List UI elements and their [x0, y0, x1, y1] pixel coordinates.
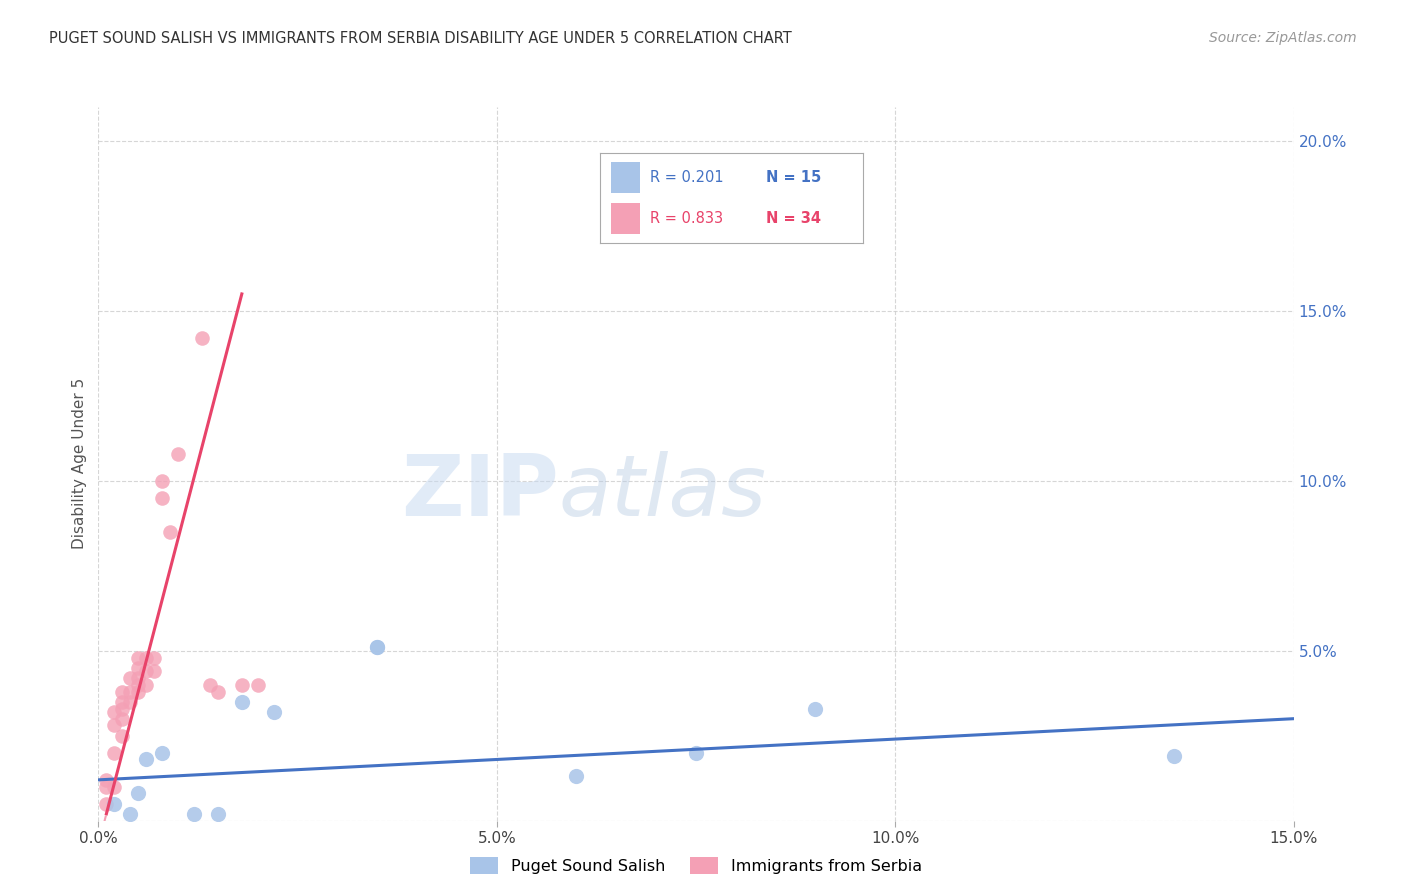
- Point: [207, 684, 229, 698]
- Text: R = 0.201: R = 0.201: [651, 170, 724, 185]
- Point: [120, 806, 142, 821]
- Point: [685, 746, 707, 760]
- Point: [565, 769, 588, 783]
- Point: [804, 701, 827, 715]
- Text: ZIP: ZIP: [401, 450, 558, 534]
- Point: [135, 678, 157, 692]
- Point: [127, 787, 149, 801]
- Point: [150, 474, 173, 488]
- Text: PUGET SOUND SALISH VS IMMIGRANTS FROM SERBIA DISABILITY AGE UNDER 5 CORRELATION : PUGET SOUND SALISH VS IMMIGRANTS FROM SE…: [49, 31, 792, 46]
- Text: Source: ZipAtlas.com: Source: ZipAtlas.com: [1209, 31, 1357, 45]
- Point: [96, 780, 118, 794]
- Text: atlas: atlas: [558, 450, 766, 534]
- Point: [1163, 749, 1185, 764]
- Point: [103, 705, 125, 719]
- Text: N = 15: N = 15: [766, 170, 821, 185]
- Point: [111, 712, 134, 726]
- Point: [159, 524, 181, 539]
- Point: [191, 331, 214, 345]
- Point: [207, 806, 229, 821]
- Point: [96, 797, 118, 811]
- Point: [135, 752, 157, 766]
- Point: [127, 678, 149, 692]
- Legend: Puget Sound Salish, Immigrants from Serbia: Puget Sound Salish, Immigrants from Serb…: [464, 850, 928, 880]
- Point: [246, 678, 269, 692]
- Point: [103, 797, 125, 811]
- Point: [231, 678, 253, 692]
- Bar: [610, 203, 640, 234]
- Point: [198, 678, 221, 692]
- Point: [120, 671, 142, 685]
- Point: [263, 705, 285, 719]
- Point: [103, 718, 125, 732]
- Point: [127, 684, 149, 698]
- Point: [103, 780, 125, 794]
- Point: [150, 746, 173, 760]
- Point: [183, 806, 205, 821]
- Point: [103, 746, 125, 760]
- Point: [111, 695, 134, 709]
- Point: [135, 664, 157, 678]
- Point: [143, 664, 166, 678]
- Point: [120, 695, 142, 709]
- Point: [366, 640, 388, 655]
- Bar: [610, 162, 640, 193]
- Point: [366, 640, 388, 655]
- Point: [143, 650, 166, 665]
- Point: [127, 671, 149, 685]
- Point: [231, 695, 253, 709]
- Point: [111, 729, 134, 743]
- Point: [96, 772, 118, 787]
- Point: [111, 684, 134, 698]
- Point: [167, 447, 190, 461]
- Text: N = 34: N = 34: [766, 211, 821, 226]
- Point: [127, 661, 149, 675]
- Point: [135, 650, 157, 665]
- Y-axis label: Disability Age Under 5: Disability Age Under 5: [72, 378, 87, 549]
- Point: [150, 491, 173, 505]
- Point: [120, 684, 142, 698]
- Point: [127, 650, 149, 665]
- Text: R = 0.833: R = 0.833: [651, 211, 724, 226]
- Point: [111, 701, 134, 715]
